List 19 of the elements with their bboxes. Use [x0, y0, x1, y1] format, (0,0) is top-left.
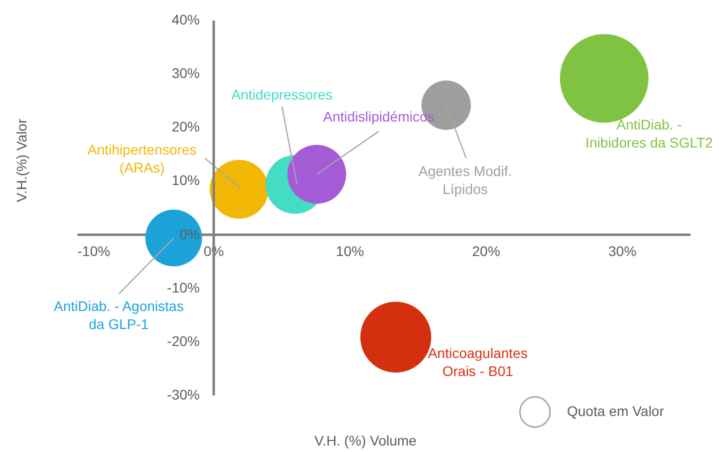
x-tick-label: 30%	[608, 242, 636, 259]
annotation: Anticoagulantes Orais - B01	[428, 345, 528, 380]
y-tick-label: -20%	[167, 332, 200, 349]
annotation: AntiDiab. - Inibidores da SGLT2	[585, 116, 714, 150]
y-tick-label: -30%	[167, 386, 200, 402]
y-tick-label: 30%	[172, 65, 200, 82]
y-tick-label: -10%	[167, 279, 200, 296]
x-axis-title: V.H. (%) Volume	[314, 432, 417, 448]
x-tick-label: 20%	[472, 242, 500, 259]
annotation: AntiDiab. - Agonistas da GLP-1	[54, 298, 184, 332]
y-axis-title: V.H.(%) Valor	[14, 118, 30, 202]
y-tick-label: 20%	[172, 118, 200, 135]
annotation: Agentes Modif. Lípidos	[418, 163, 512, 198]
y-tick-label: 40%	[172, 12, 200, 28]
x-tick-label: 10%	[336, 242, 364, 259]
y-tick-label: 0%	[179, 226, 200, 242]
legend-label: Quota em Valor	[567, 403, 664, 419]
x-tick-label: -10%	[78, 242, 110, 259]
annotation: Antidepressores	[231, 86, 333, 102]
